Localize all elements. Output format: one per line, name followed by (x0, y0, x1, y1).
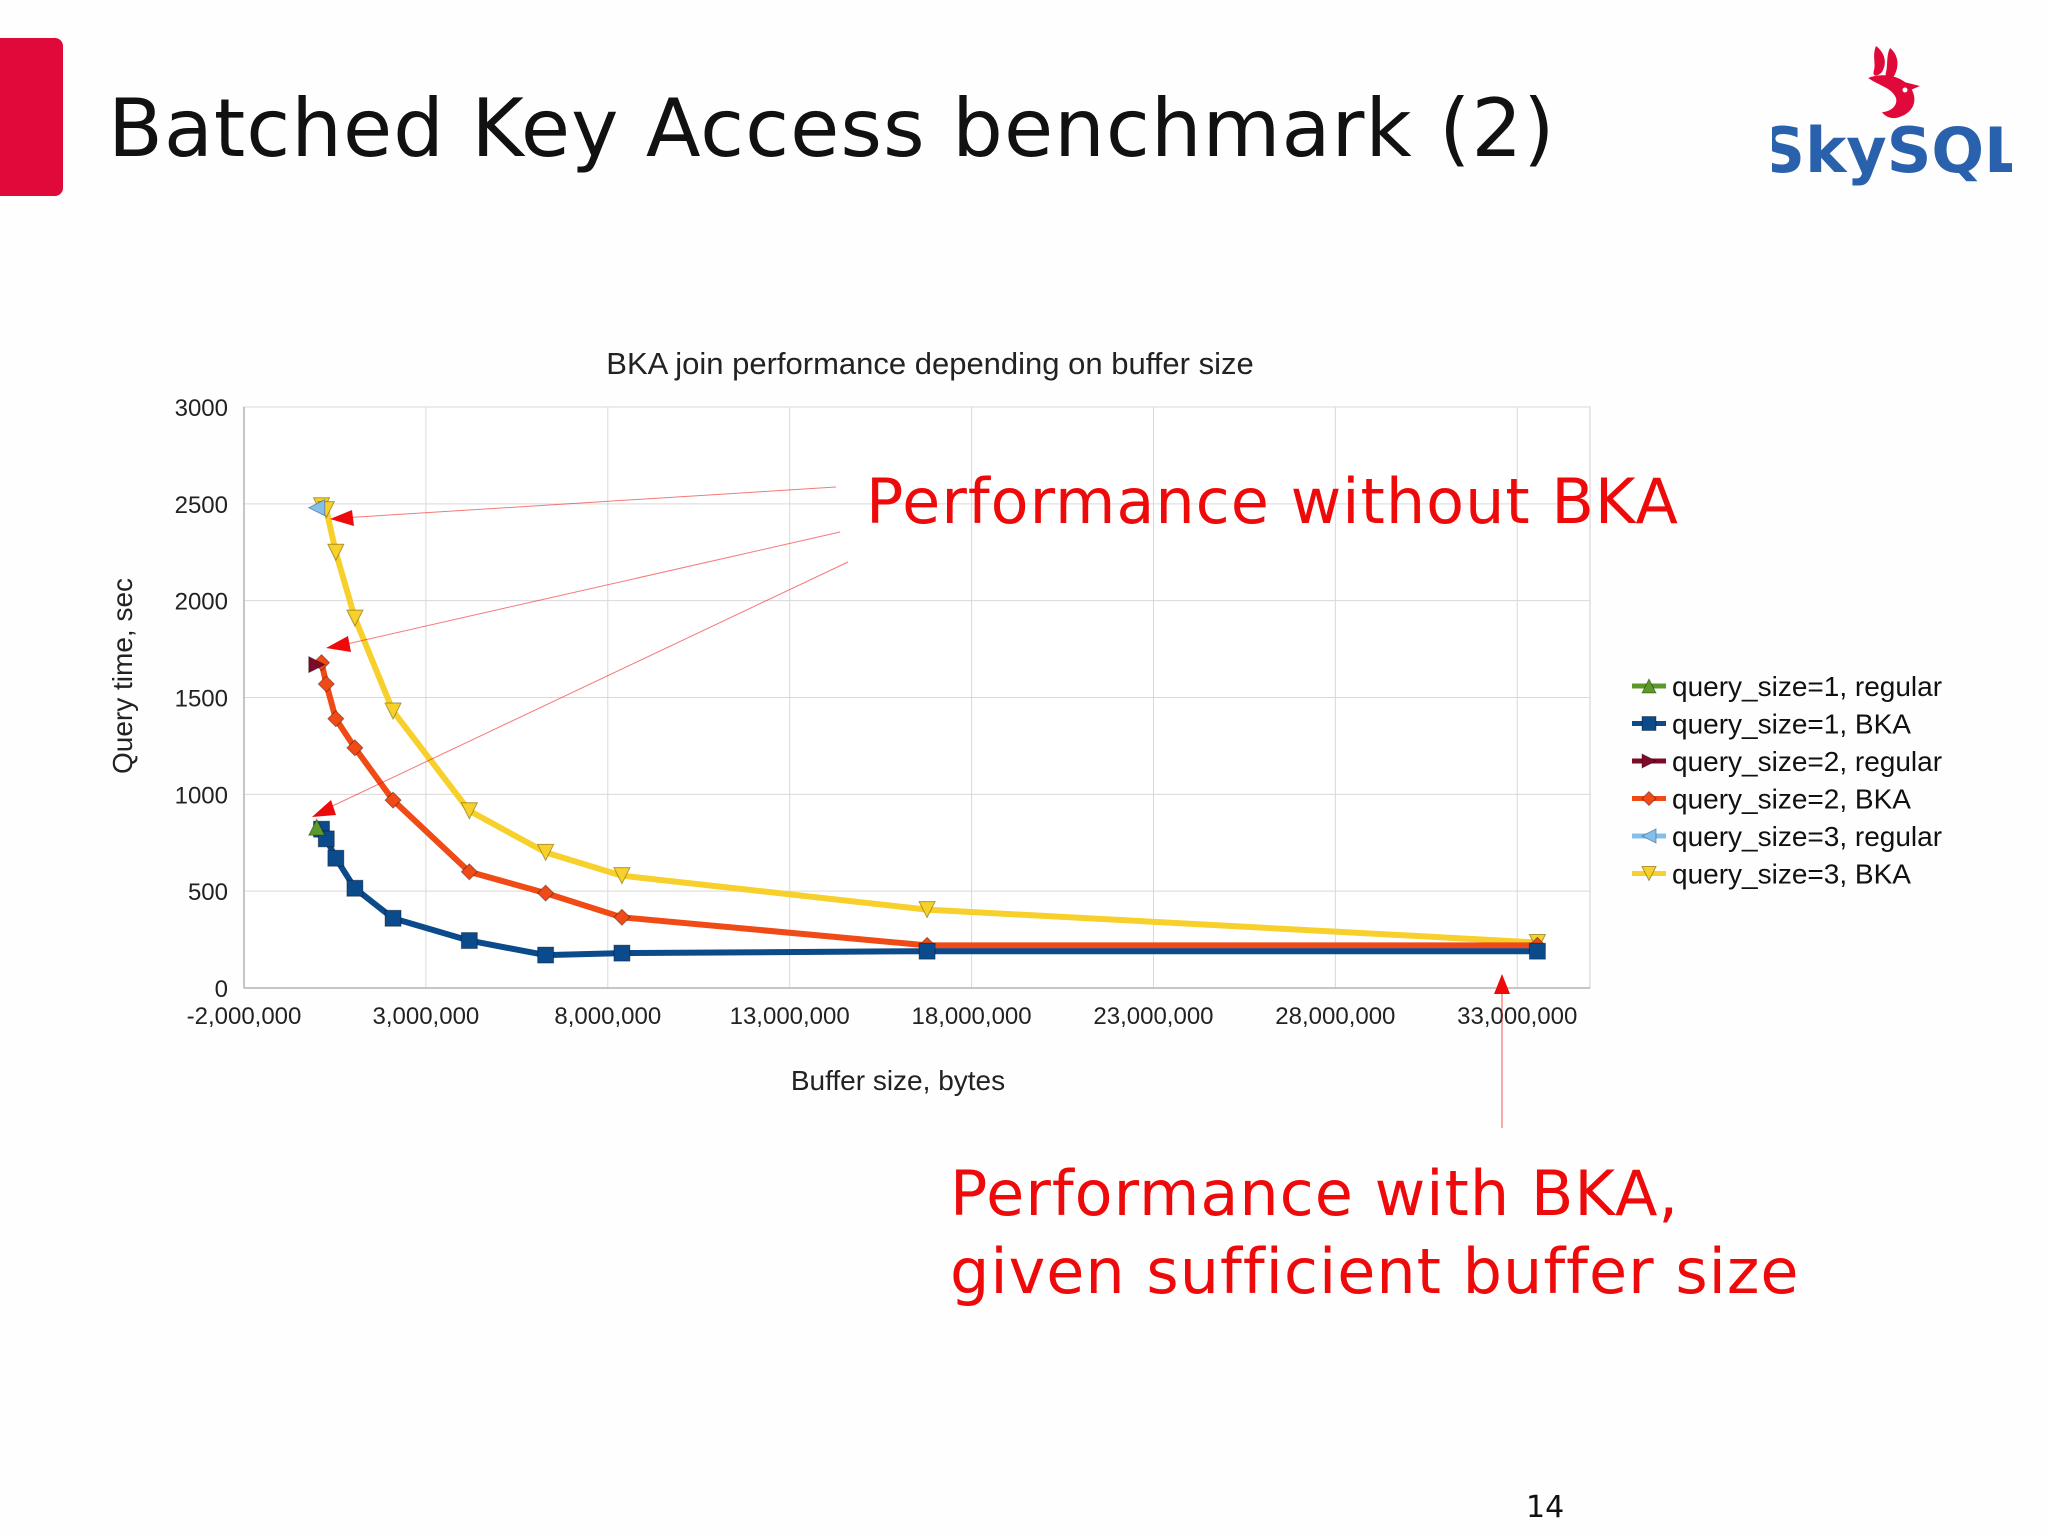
data-point (537, 946, 555, 964)
skysql-logo: SkySQL (1760, 42, 2024, 192)
data-point (384, 791, 402, 809)
data-point (918, 942, 936, 960)
legend-marker (1641, 716, 1657, 731)
legend-marker (1641, 677, 1657, 694)
y-tick-label: 1500 (175, 686, 228, 713)
y-tick-label: 1000 (175, 782, 228, 809)
legend-label: query_size=3, regular (1672, 821, 1942, 852)
data-point (536, 884, 555, 902)
callout-with-bka-line2: given sufficient buffer size (950, 1235, 1800, 1308)
legend-label: query_size=1, BKA (1672, 709, 1911, 740)
svg-text:SkySQL: SkySQL (1772, 114, 2012, 187)
callout-with-bka: Performance with BKA, given sufficient b… (950, 1155, 1800, 1311)
legend-item: query_size=3, BKA (1632, 859, 1911, 890)
chart-series (307, 497, 1547, 964)
y-tick-label: 500 (188, 879, 228, 906)
data-point (346, 739, 364, 757)
chart-axes (243, 407, 1590, 989)
x-tick-label: 18,000,000 (912, 1003, 1032, 1030)
legend-item: query_size=2, BKA (1632, 784, 1911, 815)
data-point (384, 702, 402, 721)
bird-logo-icon: SkySQL (1760, 46, 2024, 187)
series-1 (313, 820, 1546, 964)
y-axis-label: Query time, sec (107, 578, 138, 774)
y-tick-label: 3000 (175, 395, 228, 422)
legend-marker (1641, 753, 1658, 769)
legend-item: query_size=1, regular (1632, 671, 1942, 702)
legend-label: query_size=3, BKA (1672, 859, 1911, 890)
data-point (346, 609, 364, 628)
callout-without-bka: Performance without BKA (866, 465, 1679, 538)
arrowhead-icon (1494, 974, 1510, 994)
data-point (918, 901, 936, 919)
data-point (327, 710, 345, 728)
series-line (318, 502, 1541, 946)
callout-with-bka-line1: Performance with BKA, (950, 1157, 1680, 1230)
series-line (318, 659, 1541, 949)
data-point (384, 909, 402, 927)
legend-label: query_size=2, regular (1672, 746, 1942, 777)
data-point (327, 849, 345, 867)
legend-label: query_size=2, BKA (1672, 784, 1911, 815)
x-tick-label: 13,000,000 (730, 1003, 850, 1030)
x-tick-label: 8,000,000 (554, 1003, 661, 1030)
x-tick-label: 3,000,000 (373, 1003, 480, 1030)
data-point (613, 908, 631, 927)
y-tick-labels: 0 500 1000 1500 2000 2500 3000 (175, 395, 228, 1003)
legend-item: query_size=1, BKA (1632, 709, 1911, 740)
series-2 (308, 655, 326, 674)
data-point (613, 867, 631, 885)
chart-title: BKA join performance depending on buffer… (606, 346, 1253, 381)
data-point (307, 498, 326, 517)
arrowhead-icon (330, 510, 354, 526)
y-tick-label: 2500 (175, 492, 228, 519)
legend-label: query_size=1, regular (1672, 671, 1942, 702)
legend-marker (1641, 790, 1657, 807)
data-point (317, 675, 336, 693)
series-0 (307, 818, 326, 836)
slide-title: Batched Key Access benchmark (2) (108, 82, 1556, 175)
x-tick-label: -2,000,000 (187, 1003, 302, 1030)
series-4 (307, 498, 326, 517)
arrowhead-icon (312, 800, 336, 817)
data-point (327, 543, 345, 562)
data-point (613, 944, 631, 962)
data-point (307, 818, 326, 836)
data-point (346, 879, 364, 897)
y-tick-label: 2000 (175, 589, 228, 616)
x-tick-label: 23,000,000 (1093, 1003, 1213, 1030)
x-tick-label: 33,000,000 (1457, 1003, 1577, 1030)
series-line (318, 826, 1541, 959)
legend-item: query_size=2, regular (1632, 746, 1942, 777)
chart-legend: query_size=1, regular query_size=1, BKA qu… (1632, 671, 1942, 890)
data-point (460, 932, 478, 950)
x-axis-label: Buffer size, bytes (791, 1065, 1005, 1096)
data-point (308, 655, 326, 674)
accent-bar (0, 38, 63, 196)
data-point (460, 802, 479, 820)
legend-marker (1640, 828, 1657, 844)
page-number: 14 (1526, 1490, 1565, 1525)
y-tick-label: 0 (215, 976, 228, 1003)
legend-marker (1641, 866, 1657, 882)
x-tick-labels: -2,000,000 3,000,000 8,000,000 13,000,000 18… (187, 1003, 1578, 1030)
legend-item: query_size=3, regular (1632, 821, 1942, 852)
data-point (460, 863, 479, 881)
arrowhead-icon (326, 636, 351, 652)
x-tick-label: 28,000,000 (1275, 1003, 1395, 1030)
data-point (536, 843, 555, 862)
annotation-arrows (312, 486, 1510, 1128)
data-point (1528, 942, 1546, 960)
